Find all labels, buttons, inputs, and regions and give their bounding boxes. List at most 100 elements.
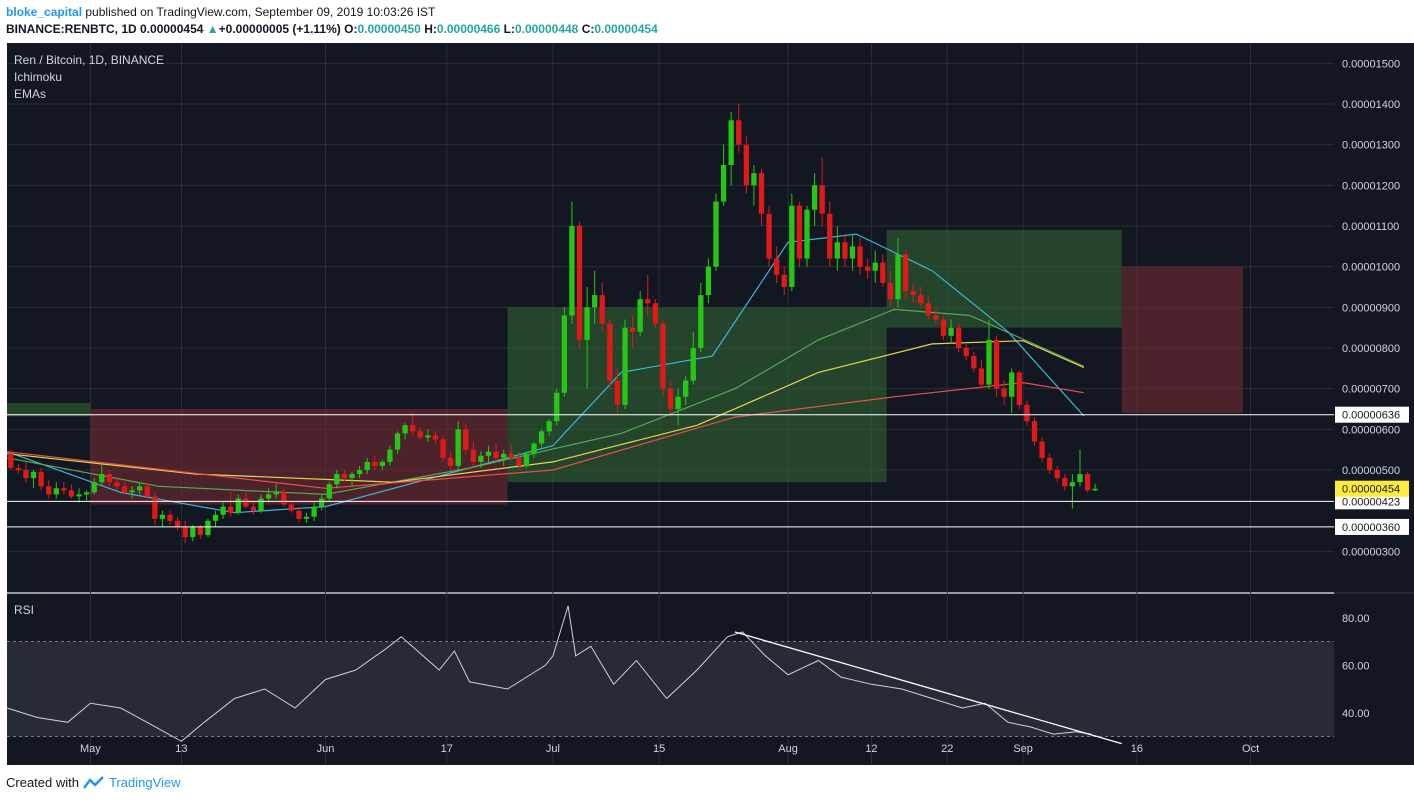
candle-body: [53, 488, 59, 495]
candle-body: [683, 380, 689, 397]
candle-body: [99, 474, 105, 483]
open-value: 0.00000450: [357, 22, 421, 36]
candle: [152, 492, 158, 525]
candle: [8, 449, 14, 470]
candle-body: [1077, 474, 1083, 483]
price-tick-label: 0.00001300: [1342, 140, 1400, 152]
candle-body: [720, 165, 727, 202]
candle-body: [281, 492, 287, 505]
candle-body: [273, 492, 279, 495]
candle: [1084, 472, 1091, 493]
candle-body: [637, 299, 643, 332]
candle-body: [705, 266, 712, 296]
candle-body: [546, 421, 552, 432]
rsi-plot: [6, 605, 1334, 745]
candle: [887, 270, 894, 308]
ema-line: [6, 233, 1085, 514]
candle: [303, 512, 310, 523]
candle-body: [1016, 372, 1022, 405]
candle: [46, 480, 52, 499]
close-label: C:: [581, 22, 595, 36]
low-value: 0.00000448: [514, 22, 579, 36]
candle-body: [485, 451, 492, 456]
candle: [410, 413, 416, 436]
candle: [349, 472, 355, 487]
candle: [1054, 465, 1060, 483]
date-tick-label: Sep: [1013, 743, 1033, 755]
legend-emas[interactable]: EMAs: [14, 87, 46, 101]
candle-body: [394, 433, 401, 450]
price-tick-label: 0.00000500: [1342, 465, 1400, 477]
candle-body: [531, 443, 537, 454]
candle-body: [728, 120, 734, 165]
candle-body: [918, 295, 924, 304]
candle: [463, 423, 469, 454]
candle-body: [137, 486, 143, 491]
candle: [645, 274, 651, 316]
candle: [470, 441, 476, 466]
candle-body: [1001, 388, 1007, 397]
candle-body: [523, 453, 530, 466]
candle: [91, 478, 97, 495]
legend-ichimoku[interactable]: Ichimoku: [14, 70, 62, 84]
price-tick-label: 0.00001000: [1342, 262, 1400, 274]
date-tick-label: 16: [1131, 743, 1143, 755]
candle-body: [190, 526, 196, 538]
candle: [993, 335, 1000, 397]
candle: [940, 315, 947, 340]
candle: [356, 465, 363, 479]
candle: [1077, 449, 1083, 487]
candle-body: [341, 474, 348, 479]
candle: [1039, 437, 1045, 462]
candle-body: [910, 291, 916, 296]
candle: [865, 258, 871, 279]
candle: [546, 419, 552, 436]
candle: [804, 205, 810, 267]
price-axis[interactable]: [1334, 43, 1414, 765]
candle-body: [197, 526, 204, 536]
candle: [235, 494, 241, 515]
candle-body: [205, 520, 211, 536]
candle-body: [538, 431, 545, 444]
horizontal-levels: 0.00000636 0.00000423 0.00000360 0.00000454: [7, 406, 1409, 535]
date-tick-label: Oct: [1242, 743, 1259, 755]
candle-body: [766, 213, 772, 259]
candle: [205, 518, 211, 538]
tradingview-brand[interactable]: TradingView: [108, 775, 181, 790]
candle: [614, 368, 621, 414]
candle: [182, 520, 188, 544]
candle-body: [372, 461, 378, 466]
candle: [372, 455, 378, 470]
candle-body: [789, 205, 795, 287]
candle: [1092, 483, 1098, 492]
chart-area[interactable]: 0.00000636 0.00000423 0.00000360 0.00000454…: [0, 41, 1414, 766]
candle-body: [622, 327, 628, 405]
date-tick-label: May: [80, 743, 101, 755]
candle: [713, 193, 719, 271]
candle-body: [38, 472, 44, 487]
candle: [15, 463, 22, 475]
candle-body: [387, 449, 393, 462]
candle-body: [68, 490, 75, 497]
close-value: 0.00000454: [594, 22, 658, 36]
date-tick-label: 15: [653, 743, 665, 755]
candle-body: [402, 425, 408, 434]
date-tick-label: Jul: [546, 743, 560, 755]
rsi-label[interactable]: RSI: [14, 603, 34, 617]
cloud-segment: [1121, 266, 1244, 414]
candle-body: [1046, 457, 1053, 470]
author-link[interactable]: bloke_capital: [6, 5, 83, 19]
candle: [288, 502, 295, 513]
candle-body: [8, 453, 14, 468]
candle: [986, 319, 992, 389]
candle: [106, 470, 113, 487]
symbol-ohlc-line: BINANCE:RENBTC, 1D 0.00000454 ▲+0.000000…: [6, 22, 658, 36]
candle-body: [948, 327, 954, 336]
candle: [523, 451, 530, 468]
candle-body: [592, 295, 598, 308]
candle: [220, 502, 226, 519]
candle: [554, 388, 560, 426]
candle-body: [129, 490, 135, 493]
candle: [736, 104, 742, 153]
candle: [281, 488, 287, 507]
